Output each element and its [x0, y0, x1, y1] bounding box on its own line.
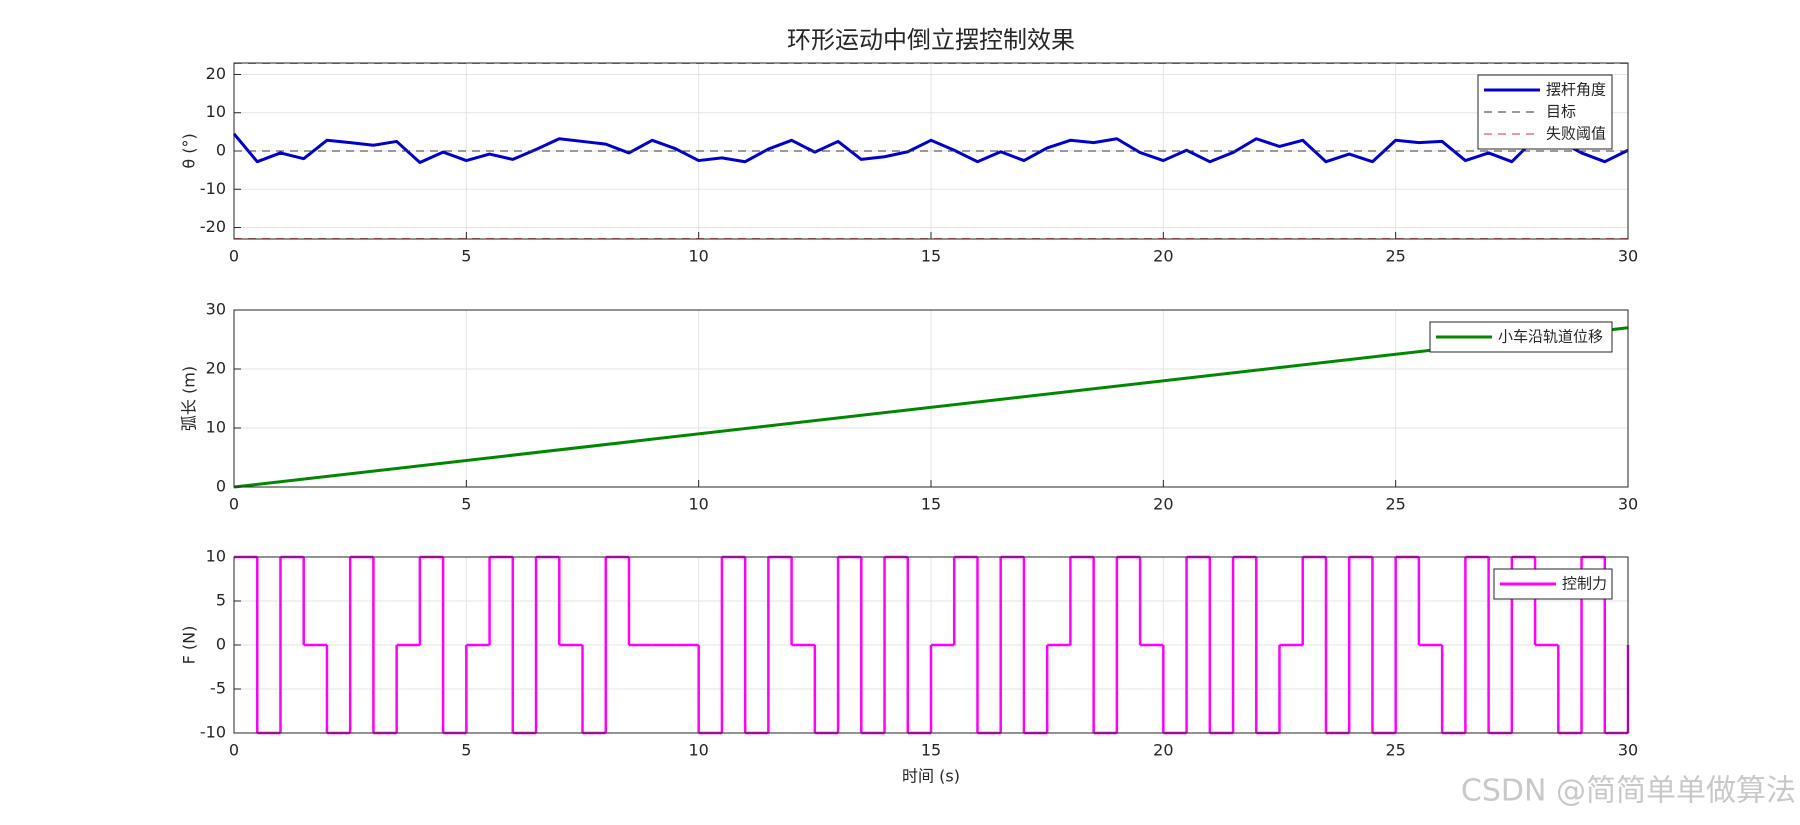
x-tick-label: 30 [1618, 495, 1638, 514]
y-tick-label: 10 [206, 547, 226, 566]
x-tick-label: 0 [229, 495, 239, 514]
watermark: CSDN @简简单单做算法 [1461, 774, 1796, 809]
x-tick-label: 10 [688, 495, 708, 514]
y-tick-label: -20 [200, 217, 226, 236]
legend: 小车沿轨道位移 [1429, 321, 1613, 353]
x-tick-label: 25 [1385, 495, 1405, 514]
x-tick-label: 0 [229, 741, 239, 760]
y-tick-label: -10 [200, 723, 226, 742]
x-tick-label: 25 [1385, 741, 1405, 760]
x-tick-label: 20 [1153, 247, 1173, 266]
y-axis-label: θ (°) [180, 133, 199, 168]
x-tick-label: 15 [921, 741, 941, 760]
x-tick-label: 10 [688, 247, 708, 266]
y-tick-label: 30 [206, 300, 226, 319]
legend-label: 摆杆角度 [1546, 81, 1606, 99]
y-tick-label: 0 [216, 141, 226, 160]
x-tick-label: 0 [229, 247, 239, 266]
y-tick-label: 0 [216, 477, 226, 496]
y-tick-label: 10 [206, 418, 226, 437]
y-tick-label: -5 [210, 679, 226, 698]
y-axis-label: 弧长 (m) [180, 366, 199, 431]
axes-frame [233, 309, 1629, 488]
legend: 控制力 [1493, 568, 1613, 600]
legend-label: 控制力 [1562, 575, 1607, 593]
y-axis-label: F (N) [180, 626, 199, 665]
chart-title: 环形运动中倒立摆控制效果 [787, 26, 1075, 54]
y-tick-label: 10 [206, 102, 226, 121]
axes-frame [233, 62, 1629, 240]
y-tick-label: 5 [216, 591, 226, 610]
x-tick-label: 5 [461, 247, 471, 266]
x-tick-label: 10 [688, 741, 708, 760]
x-tick-label: 5 [461, 741, 471, 760]
x-axis-label: 时间 (s) [902, 767, 960, 786]
data-line [232, 132, 1629, 164]
y-tick-label: -10 [200, 179, 226, 198]
x-tick-label: 30 [1618, 247, 1638, 266]
y-tick-label: 20 [206, 359, 226, 378]
y-tick-label: 20 [206, 64, 226, 83]
legend-label: 目标 [1546, 103, 1576, 121]
x-tick-label: 15 [921, 247, 941, 266]
x-tick-label: 20 [1153, 741, 1173, 760]
data-line [233, 326, 1629, 489]
legend-label: 失败阈值 [1546, 125, 1606, 143]
x-tick-label: 30 [1618, 741, 1638, 760]
legend-label: 小车沿轨道位移 [1498, 328, 1603, 346]
x-tick-label: 15 [921, 495, 941, 514]
x-tick-label: 20 [1153, 495, 1173, 514]
x-tick-label: 25 [1385, 247, 1405, 266]
axes-frame [233, 556, 1629, 734]
y-tick-label: 0 [216, 635, 226, 654]
x-tick-label: 5 [461, 495, 471, 514]
